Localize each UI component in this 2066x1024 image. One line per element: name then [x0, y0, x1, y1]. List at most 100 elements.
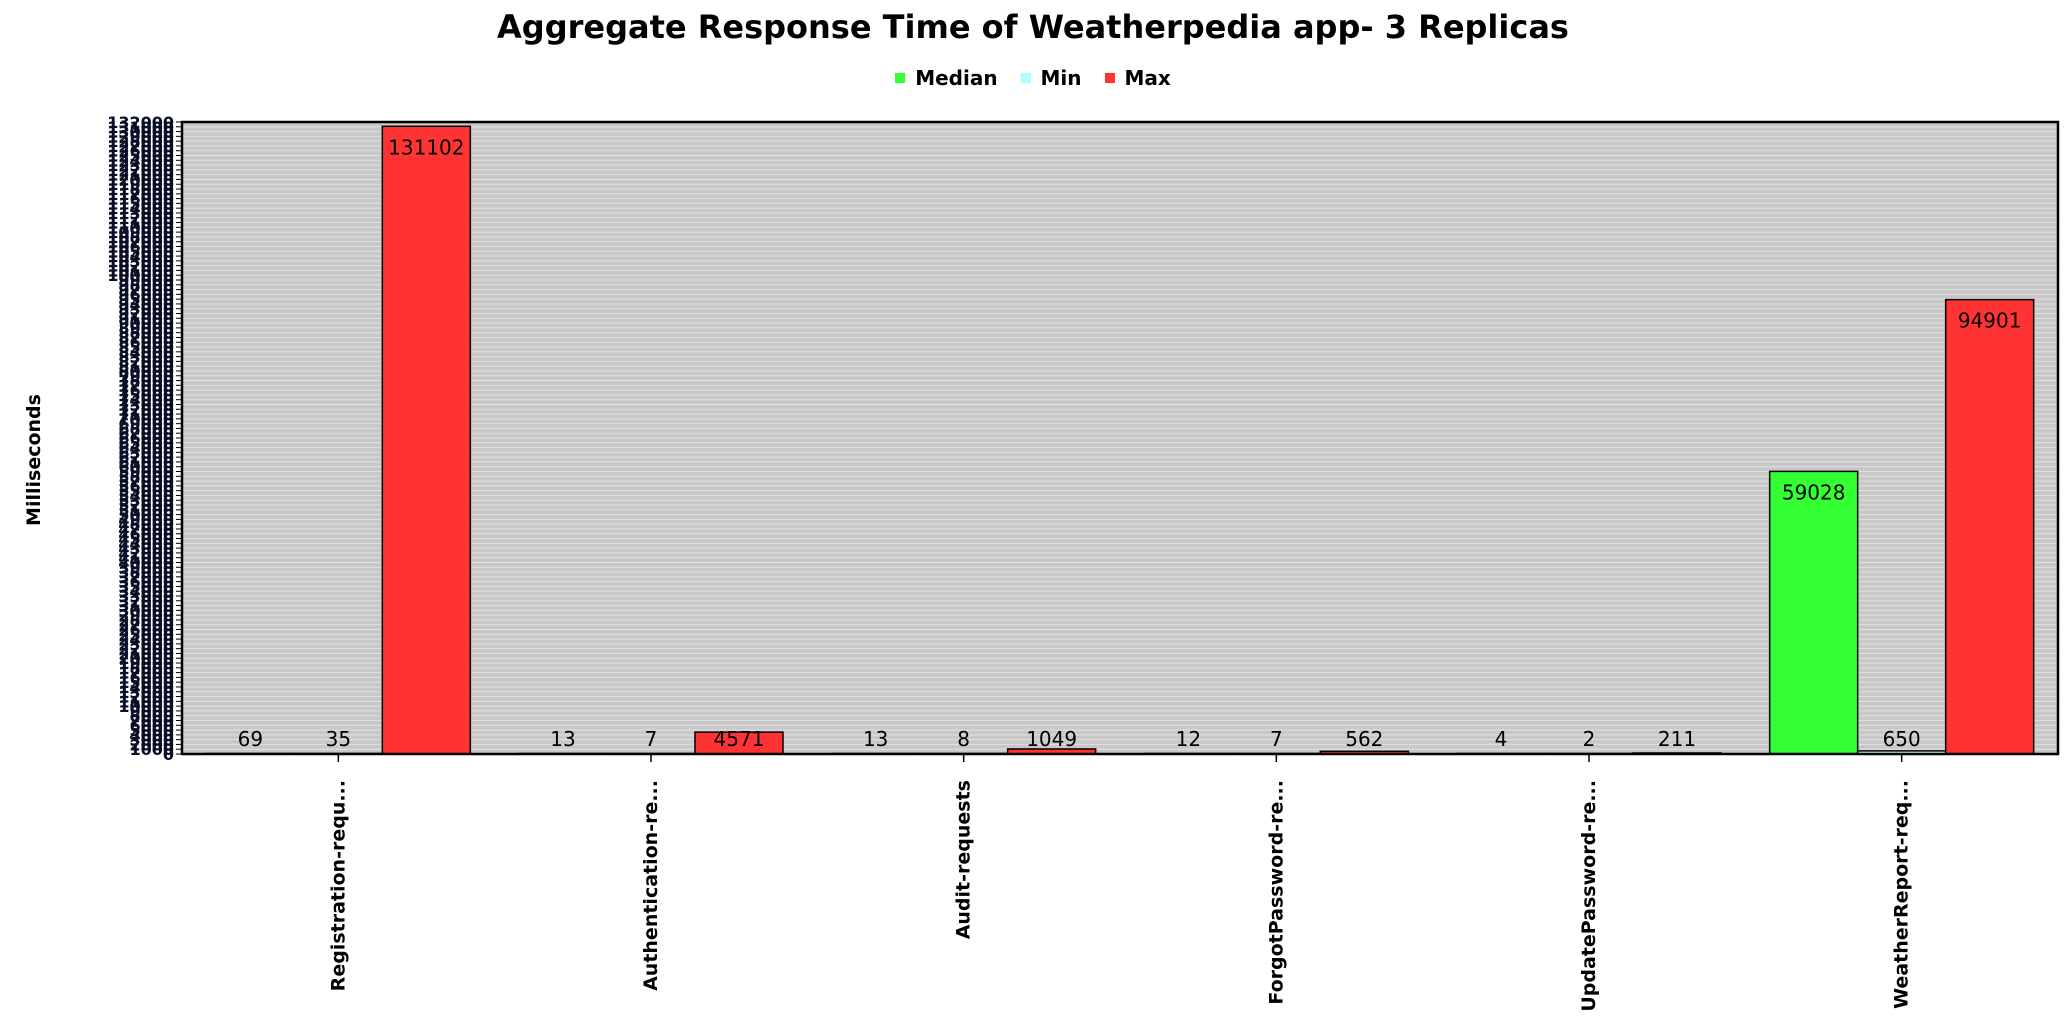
y-tick-label: 44000: [118, 534, 174, 553]
y-tick-label: 70000: [118, 410, 174, 429]
bar-max-5: [1944, 298, 2035, 755]
y-tick-label: 86000: [118, 333, 174, 352]
y-tick-label: 116000: [107, 190, 174, 209]
y-tick-label: 84000: [118, 343, 174, 362]
y-tick-label: 67000: [118, 424, 174, 443]
y-tick-label: 80000: [118, 362, 174, 381]
y-tick-label: 30000: [118, 601, 174, 620]
y-tick-label: 25000: [118, 625, 174, 644]
y-tick-label: 9000: [129, 702, 174, 721]
y-tick-label: 38000: [118, 563, 174, 582]
bar-value-label-max-2: 1049: [1026, 727, 1077, 751]
y-tick-label: 26000: [118, 621, 174, 640]
bar-value-label-max-1: 4571: [714, 727, 765, 751]
y-tick-label: 5000: [129, 721, 174, 740]
legend: Median Min Max: [0, 66, 2066, 90]
y-tick-label: 129000: [107, 127, 174, 146]
y-tick-label: 43000: [118, 539, 174, 558]
y-tick-label: 131000: [107, 118, 174, 137]
y-tick-label: 126000: [107, 142, 174, 161]
y-tick-label: 16000: [118, 668, 174, 687]
bar-value-label-median-1: 13: [550, 727, 575, 751]
x-tick-label: Audit-requests: [953, 780, 975, 939]
y-tick-label: 90000: [118, 314, 174, 333]
y-tick-label: 20000: [118, 649, 174, 668]
x-tick-label: ForgotPassword-re...: [1265, 780, 1287, 1005]
x-tick-label: WeatherReport-req...: [1891, 780, 1913, 1009]
bar-value-labels: 69 35 131102 13 7 4571 13 8 1049 12 7 562 4 2 211 59028…: [238, 135, 2022, 751]
y-tick-label: 76000: [118, 381, 174, 400]
y-tick-label: 88000: [118, 324, 174, 343]
x-tick-label: UpdatePassword-re...: [1578, 780, 1600, 1012]
y-tick-label: 73000: [118, 395, 174, 414]
y-tick-label: 0: [163, 745, 174, 764]
legend-item-min: Min: [1020, 66, 1082, 90]
y-tick-label: 10000: [118, 697, 174, 716]
y-tick-label: 1000: [129, 740, 174, 759]
y-tick-label: 46000: [118, 525, 174, 544]
y-tick-label: 4000: [129, 726, 174, 745]
y-tick-label: 85000: [118, 338, 174, 357]
y-tick-label: 100000: [107, 266, 174, 285]
bar-value-label-min-0: 35: [326, 727, 351, 751]
y-tick-label: 122000: [107, 161, 174, 180]
bar-value-label-max-3: 562: [1345, 727, 1383, 751]
y-tick-label: 120000: [107, 170, 174, 189]
y-tick-label: 58000: [118, 467, 174, 486]
y-tick-label: 103000: [107, 252, 174, 271]
y-tick-label: 117000: [107, 185, 174, 204]
y-tick-label: 74000: [118, 391, 174, 410]
y-tick-label: 68000: [118, 419, 174, 438]
y-tick-label: 121000: [107, 166, 174, 185]
y-tick-label: 59000: [118, 463, 174, 482]
y-tick-label: 56000: [118, 477, 174, 496]
bar-value-label-min-5: 650: [1883, 727, 1921, 751]
y-tick-label: 23000: [118, 635, 174, 654]
y-tick-label: 112000: [107, 209, 174, 228]
y-tick-label: 114000: [107, 199, 174, 218]
y-tick-label: 47000: [118, 520, 174, 539]
legend-item-median: Median: [895, 66, 998, 90]
bar-value-label-min-1: 7: [645, 727, 658, 751]
legend-label-min: Min: [1040, 66, 1082, 90]
y-tick-label: 94000: [118, 295, 174, 314]
y-tick-label: 63000: [118, 443, 174, 462]
y-tick-label: 66000: [118, 429, 174, 448]
y-tick-label: 132000: [107, 113, 174, 132]
y-tick-label: 111000: [107, 214, 174, 233]
y-tick-label: 24000: [118, 630, 174, 649]
y-tick-label: 89000: [118, 319, 174, 338]
y-tick-label: 98000: [118, 276, 174, 295]
bar-value-label-median-3: 12: [1176, 727, 1201, 751]
bar-value-label-median-4: 4: [1495, 727, 1508, 751]
x-tick-label: Registration-requ...: [327, 780, 349, 991]
y-tick-label: 28000: [118, 611, 174, 630]
y-tick-label: 27000: [118, 616, 174, 635]
y-tick-label: 7000: [129, 711, 174, 730]
legend-swatch-median: [895, 73, 906, 83]
y-tick-label: 78000: [118, 372, 174, 391]
y-tick-label: 105000: [107, 242, 174, 261]
bar-value-label-min-2: 8: [957, 727, 970, 751]
y-tick-label: 40000: [118, 553, 174, 572]
y-tick-label: 36000: [118, 573, 174, 592]
y-tick-label: 54000: [118, 486, 174, 505]
y-tick-label: 32000: [118, 592, 174, 611]
y-tick-label: 95000: [118, 290, 174, 309]
y-tick-labels: 0100020003000400050006000700080009000100…: [107, 113, 174, 764]
legend-swatch-min: [1020, 73, 1031, 83]
y-tick-label: 34000: [118, 582, 174, 601]
y-tick-label: 15000: [118, 673, 174, 692]
y-tick-label: 119000: [107, 175, 174, 194]
bar-median-5: [1768, 470, 1859, 755]
y-tick-label: 21000: [118, 644, 174, 663]
y-tick-label: 31000: [118, 597, 174, 616]
y-tick-label: 87000: [118, 328, 174, 347]
bar-value-label-median-2: 13: [863, 727, 888, 751]
bar-value-label-max-5: 94901: [1958, 309, 2022, 333]
y-tick-label: 83000: [118, 348, 174, 367]
bar-max-0: [381, 125, 472, 755]
y-tick-label: 96000: [118, 285, 174, 304]
y-tick-label: 12000: [118, 688, 174, 707]
y-tick-label: 65000: [118, 434, 174, 453]
